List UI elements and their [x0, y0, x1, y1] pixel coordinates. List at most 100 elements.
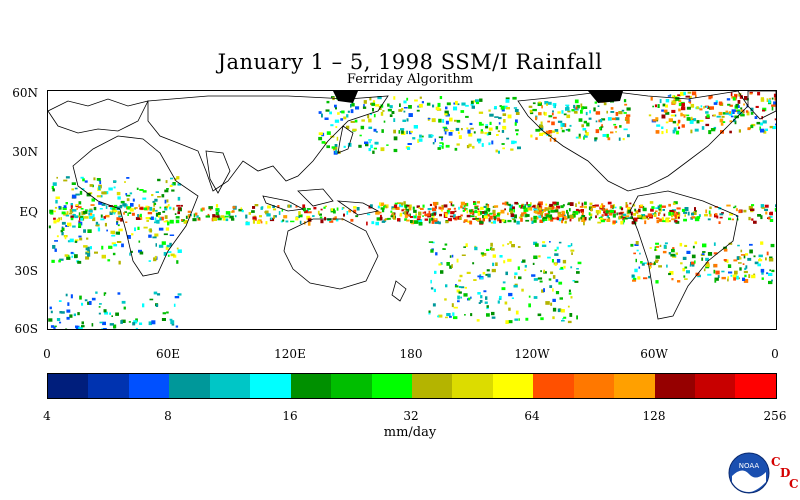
rain-speck — [393, 148, 398, 153]
rain-speck — [673, 213, 678, 217]
rain-speck — [177, 293, 182, 296]
rain-speck — [87, 252, 91, 257]
rain-speck — [85, 251, 90, 255]
rain-speck — [762, 109, 766, 112]
rain-speck — [118, 260, 121, 265]
rain-speck — [709, 213, 712, 217]
rain-speck — [514, 275, 516, 279]
rain-speck — [762, 120, 767, 124]
rain-speck — [457, 131, 460, 135]
rain-speck — [393, 96, 396, 100]
rain-speck — [610, 204, 613, 209]
rain-speck — [373, 113, 376, 118]
rain-speck — [169, 242, 172, 247]
rain-speck — [431, 217, 434, 221]
rain-speck — [551, 259, 554, 263]
rain-speck — [343, 145, 346, 148]
rain-speck — [627, 209, 632, 214]
rain-speck — [601, 118, 606, 121]
rain-speck — [542, 216, 548, 219]
rain-speck — [72, 225, 76, 228]
rain-speck — [713, 263, 718, 268]
rain-speck — [131, 233, 134, 236]
rain-speck — [550, 271, 554, 275]
rain-speck — [498, 150, 500, 154]
rain-speck — [561, 219, 564, 224]
rain-speck — [707, 107, 711, 109]
rain-speck — [539, 219, 544, 223]
rain-speck — [680, 262, 683, 265]
rain-speck — [217, 217, 222, 221]
rain-speck — [446, 209, 450, 213]
rain-speck — [655, 210, 658, 213]
rain-speck — [723, 248, 728, 252]
rain-speck — [74, 239, 79, 242]
rain-speck — [365, 144, 369, 147]
rain-speck — [456, 143, 460, 146]
rain-speck — [109, 312, 111, 315]
rain-speck — [463, 246, 466, 248]
rain-speck — [473, 201, 477, 205]
rain-speck — [678, 126, 681, 129]
coast-australia — [283, 218, 379, 290]
rain-speck — [582, 217, 586, 221]
rain-speck — [734, 120, 737, 125]
rain-speck — [442, 126, 447, 129]
colorbar — [47, 373, 777, 399]
rain-speck — [744, 267, 747, 270]
rain-speck — [127, 212, 129, 216]
rain-speck — [541, 209, 544, 212]
rain-speck — [539, 280, 543, 283]
rain-speck — [610, 131, 614, 134]
rain-speck — [444, 298, 447, 301]
rain-speck — [754, 261, 759, 265]
rain-speck — [78, 326, 83, 329]
rain-speck — [181, 219, 185, 222]
rain-speck — [749, 249, 753, 254]
rain-speck — [61, 227, 65, 231]
rain-speck — [154, 202, 157, 205]
rain-speck — [662, 209, 665, 211]
rain-speck — [535, 116, 538, 121]
rain-speck — [649, 266, 651, 269]
rain-speck — [747, 257, 752, 261]
rain-speck — [547, 101, 552, 105]
rain-speck — [457, 103, 460, 106]
rain-speck — [445, 316, 448, 319]
rain-speck — [215, 204, 219, 208]
rain-speck — [759, 126, 761, 131]
rain-speck — [54, 325, 57, 328]
rain-speck — [66, 309, 71, 313]
rain-speck — [169, 234, 175, 236]
rain-speck — [726, 204, 731, 207]
rain-speck — [689, 120, 694, 124]
rain-speck — [588, 117, 592, 120]
rain-speck — [665, 129, 668, 134]
rain-speck — [512, 206, 515, 210]
rain-speck — [567, 110, 571, 113]
rain-speck — [653, 213, 657, 217]
rain-speck — [567, 245, 571, 248]
rain-speck — [738, 112, 743, 115]
rain-speck — [326, 145, 330, 149]
rain-speck — [567, 211, 569, 216]
rain-speck — [525, 219, 530, 222]
rain-speck — [77, 260, 82, 264]
rain-speck — [422, 211, 425, 214]
rain-speck — [321, 113, 323, 118]
rain-speck — [252, 206, 256, 209]
rain-speck — [158, 212, 161, 215]
rain-speck — [729, 120, 733, 123]
rain-speck — [183, 221, 187, 224]
noaa-logo[interactable]: NOAA — [728, 452, 770, 494]
rain-speck — [490, 242, 493, 247]
rain-speck — [94, 251, 98, 254]
rain-speck — [390, 215, 394, 218]
rain-speck — [103, 328, 107, 329]
rain-speck — [422, 215, 424, 217]
rain-speck — [716, 115, 721, 118]
rain-speck — [129, 252, 131, 256]
rain-speck — [541, 105, 543, 109]
rain-speck — [686, 250, 691, 254]
rain-speck — [418, 222, 423, 226]
